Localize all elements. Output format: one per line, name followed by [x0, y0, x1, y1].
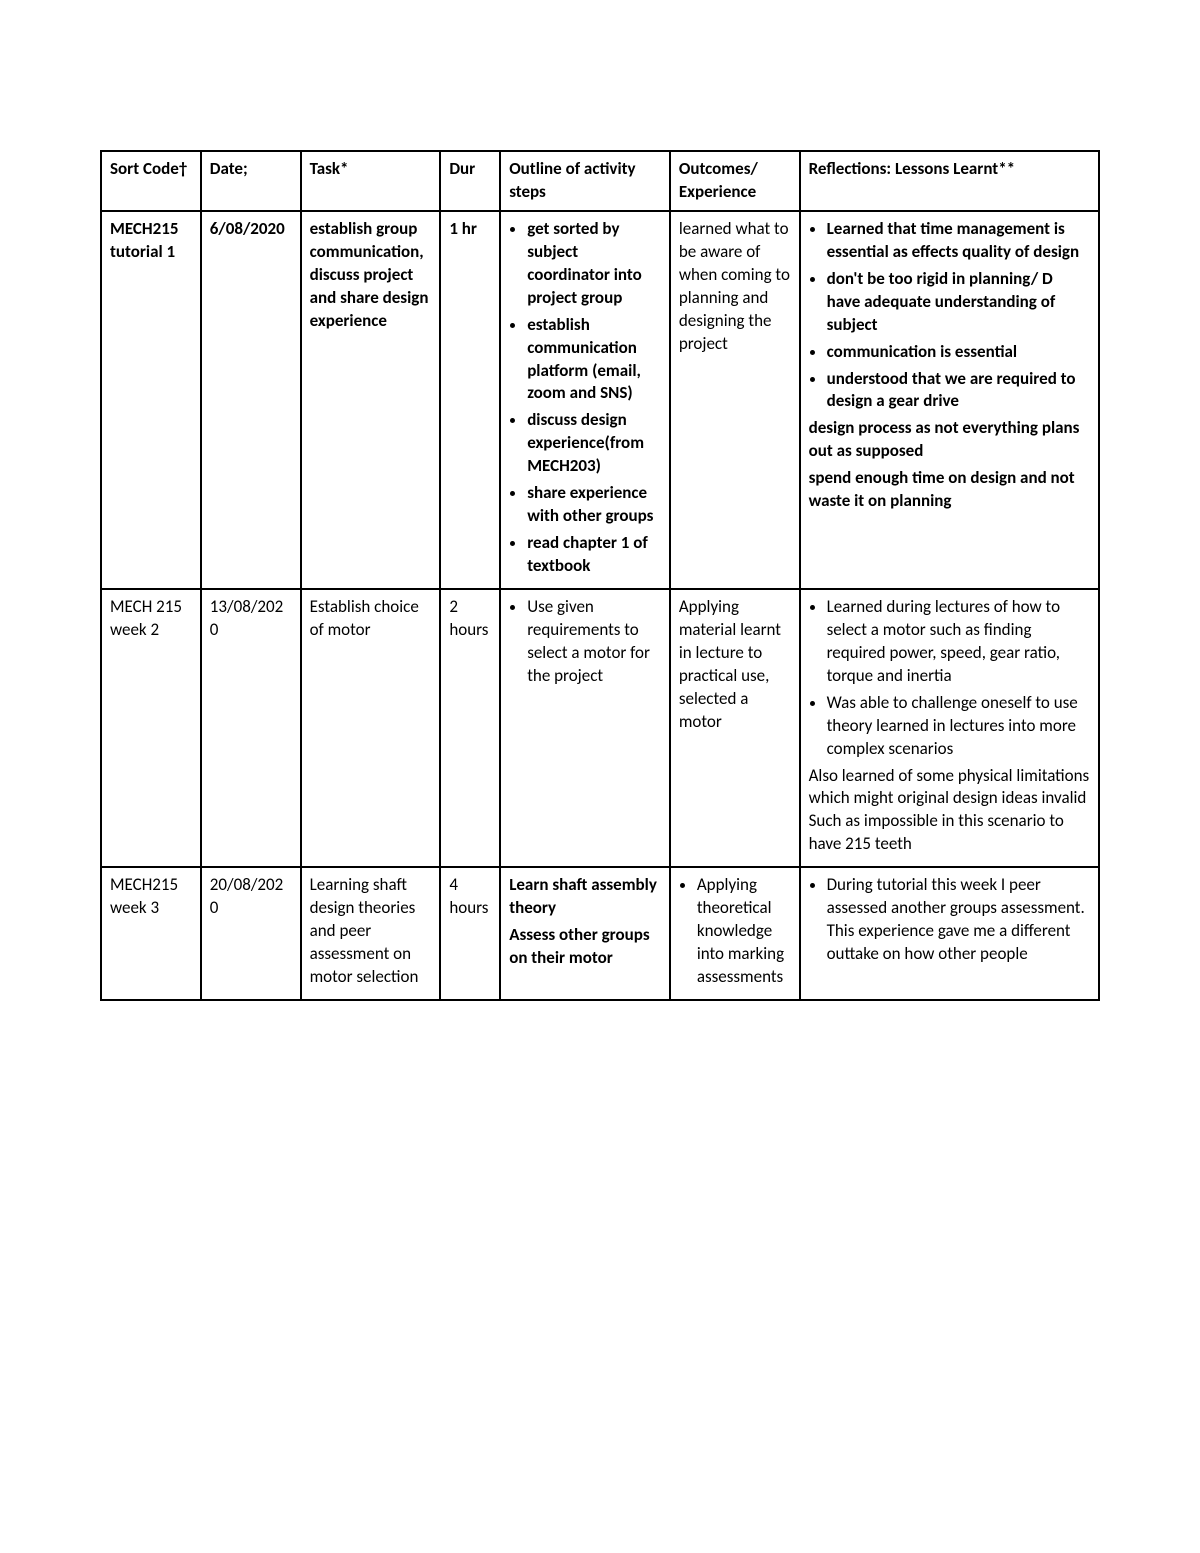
- cell-sort: MECH215 week 3: [101, 867, 201, 1000]
- cell-sort: MECH 215 week 2: [101, 589, 201, 867]
- list-item: Also learned of some physical limitation…: [809, 765, 1090, 857]
- list-item: get sorted by subject coordinator into p…: [527, 218, 661, 310]
- col-header-refl: Reflections: Lessons Learnt**: [800, 151, 1099, 211]
- table-row: MECH 215 week 2 13/08/2020 Establish cho…: [101, 589, 1099, 867]
- cell-reflections: Learned during lectures of how to select…: [800, 589, 1099, 867]
- cell-text: 2 hours: [449, 596, 488, 640]
- cell-text: 13/08/2020: [210, 596, 283, 640]
- list-item: Was able to challenge oneself to use the…: [827, 692, 1090, 761]
- list-item: Learned during lectures of how to select…: [827, 596, 1090, 688]
- table-header-row: Sort Code† Date; Task* Dur Outline of ac…: [101, 151, 1099, 211]
- reflections-list: Learned that time management is essentia…: [809, 218, 1090, 414]
- cell-outcomes: learned what to be aware of when coming …: [670, 211, 800, 589]
- cell-text: Establish choice of motor: [310, 596, 419, 640]
- list-item: Applying theoretical knowledge into mark…: [697, 874, 791, 989]
- list-item: During tutorial this week I peer assesse…: [827, 874, 1090, 966]
- cell-date: 6/08/2020: [201, 211, 301, 589]
- cell-text: learned what to be aware of when coming …: [679, 218, 790, 354]
- list-item: Use given requirements to select a motor…: [527, 596, 661, 688]
- cell-dur: 2 hours: [440, 589, 500, 867]
- list-item: Assess other groups on their motor: [509, 924, 661, 970]
- col-header-task: Task*: [301, 151, 441, 211]
- list-item: Learn shaft assembly theory: [509, 874, 661, 920]
- reflections-list: Was able to challenge oneself to use the…: [809, 692, 1090, 761]
- cell-sort: MECH215 tutorial 1: [101, 211, 201, 589]
- cell-outline: get sorted by subject coordinator into p…: [500, 211, 670, 589]
- reflections-list: During tutorial this week I peer assesse…: [809, 874, 1090, 966]
- cell-reflections: Learned that time management is essentia…: [800, 211, 1099, 589]
- list-item: communication is essential: [827, 341, 1090, 364]
- cell-text: Applying material learnt in lecture to p…: [679, 596, 781, 732]
- outline-list: get sorted by subject coordinator into p…: [509, 218, 661, 578]
- cell-text: MECH215 tutorial 1: [110, 218, 178, 262]
- col-header-dur: Dur: [440, 151, 500, 211]
- table-row: MECH215 tutorial 1 6/08/2020 establish g…: [101, 211, 1099, 589]
- col-header-date: Date;: [201, 151, 301, 211]
- cell-text: MECH 215 week 2: [110, 596, 182, 640]
- col-header-sort: Sort Code†: [101, 151, 201, 211]
- cell-outcomes: Applying theoretical knowledge into mark…: [670, 867, 800, 1000]
- table-row: MECH215 week 3 20/08/2020 Learning shaft…: [101, 867, 1099, 1000]
- cell-task: Establish choice of motor: [301, 589, 441, 867]
- list-item: spend enough time on design and not wast…: [809, 467, 1090, 513]
- list-item: Learned that time management is essentia…: [827, 218, 1090, 264]
- list-item: establish communication platform (email,…: [527, 314, 661, 406]
- cell-outline: Learn shaft assembly theory Assess other…: [500, 867, 670, 1000]
- list-item: don't be too rigid in planning/ D have a…: [827, 268, 1090, 337]
- cell-task: establish group communication, discuss p…: [301, 211, 441, 589]
- list-item: share experience with other groups: [527, 482, 661, 528]
- cell-dur: 4 hours: [440, 867, 500, 1000]
- list-item: discuss design experience(from MECH203): [527, 409, 661, 478]
- cell-dur: 1 hr: [440, 211, 500, 589]
- cell-text: Learning shaft design theories and peer …: [310, 874, 419, 987]
- outcomes-list: Applying theoretical knowledge into mark…: [679, 874, 791, 989]
- list-item: read chapter 1 of textbook: [527, 532, 661, 578]
- cell-outline: Use given requirements to select a motor…: [500, 589, 670, 867]
- list-item: design process as not everything plans o…: [809, 417, 1090, 463]
- cell-reflections: During tutorial this week I peer assesse…: [800, 867, 1099, 1000]
- cell-text: MECH215 week 3: [110, 874, 178, 918]
- cell-text: establish group communication, discuss p…: [310, 218, 429, 331]
- journal-table: Sort Code† Date; Task* Dur Outline of ac…: [100, 150, 1100, 1001]
- document-page: Sort Code† Date; Task* Dur Outline of ac…: [0, 0, 1200, 1101]
- col-header-outline: Outline of activity steps: [500, 151, 670, 211]
- cell-task: Learning shaft design theories and peer …: [301, 867, 441, 1000]
- cell-text: 6/08/2020: [210, 218, 285, 239]
- col-header-exp: Outcomes/ Experience: [670, 151, 800, 211]
- cell-text: 4 hours: [449, 874, 488, 918]
- list-item: understood that we are required to desig…: [827, 368, 1090, 414]
- cell-date: 13/08/2020: [201, 589, 301, 867]
- outline-list: Use given requirements to select a motor…: [509, 596, 661, 688]
- cell-date: 20/08/2020: [201, 867, 301, 1000]
- cell-outcomes: Applying material learnt in lecture to p…: [670, 589, 800, 867]
- cell-text: 20/08/2020: [210, 874, 283, 918]
- cell-text: 1 hr: [449, 218, 477, 239]
- reflections-list: Learned during lectures of how to select…: [809, 596, 1090, 688]
